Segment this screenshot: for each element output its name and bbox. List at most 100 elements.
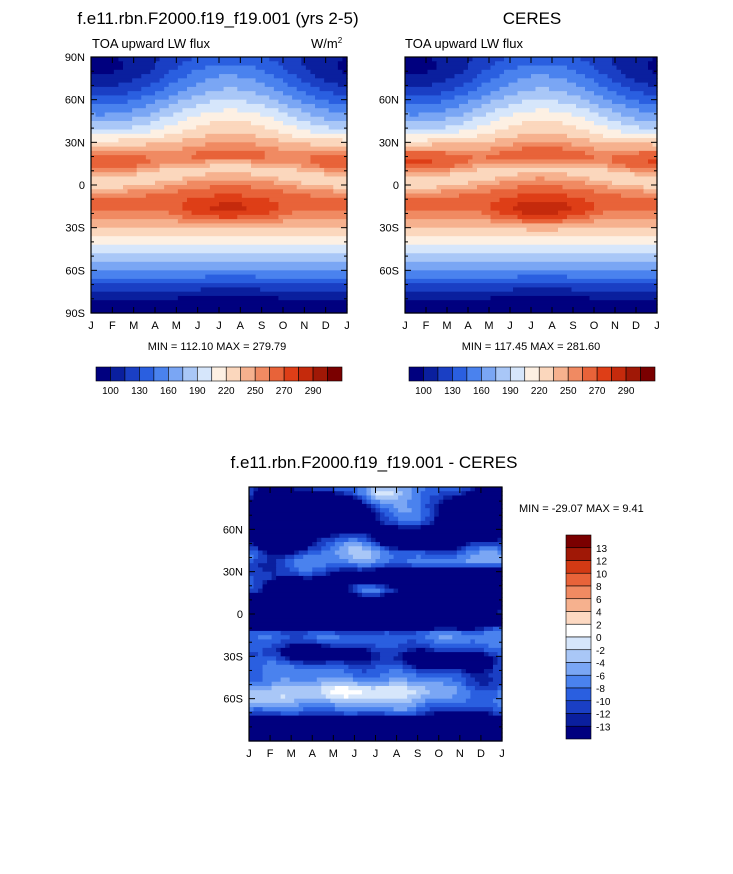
panel3-cell <box>253 580 264 585</box>
panel3-cell <box>334 487 359 492</box>
panel1-cell <box>283 78 302 84</box>
panel1-cell <box>237 214 280 220</box>
panel2-cell <box>517 214 568 220</box>
panel3-cell <box>249 715 503 721</box>
panel3-cell <box>303 575 313 581</box>
panel1-cell <box>177 295 280 301</box>
panel3-cell <box>416 702 426 708</box>
panel2-cell <box>616 91 645 96</box>
panel3-cell <box>249 719 503 725</box>
panel3-cell <box>420 499 431 505</box>
panel2-cell <box>499 74 532 79</box>
panel1-cell <box>205 133 257 139</box>
panel2-cell <box>598 103 627 109</box>
panel3-cell <box>370 542 377 547</box>
panel1-cell <box>91 86 142 92</box>
panel1-cell <box>337 61 348 67</box>
panel1-cell <box>264 155 312 160</box>
panel1-colorbar-swatch <box>110 366 126 382</box>
panel1-cell <box>191 155 266 160</box>
panel3-cell <box>420 503 426 509</box>
panel2-cell <box>517 202 568 207</box>
panel1-cell <box>118 138 184 143</box>
panel1-cell <box>91 138 120 143</box>
panel3-cell <box>249 677 264 683</box>
panel1-colorbar-swatch <box>327 366 343 382</box>
panel3-cell <box>456 685 467 691</box>
panel1-colorbar-swatch <box>225 366 242 382</box>
panel3-cell <box>393 503 408 509</box>
panel1-colorbar-swatch <box>240 366 256 382</box>
panel1-cell <box>196 82 266 88</box>
panel2-xtick-label: J <box>528 320 534 332</box>
panel1-cell <box>196 125 266 131</box>
panel1-cell <box>91 82 120 88</box>
panel2-cell <box>621 129 658 135</box>
panel3-xtick-label: M <box>287 748 296 760</box>
panel1-cell <box>223 86 238 92</box>
panel1-cell <box>91 57 120 62</box>
panel3-cell <box>483 626 494 632</box>
panel2-cell <box>432 142 514 148</box>
panel2-cell <box>405 65 438 71</box>
panel1-cell <box>301 61 339 67</box>
panel2-cell <box>405 223 658 229</box>
panel3-cell <box>470 487 476 492</box>
panel3-cell <box>402 660 408 666</box>
panel1-cell <box>91 163 138 169</box>
panel2-cell <box>567 202 595 207</box>
panel1-cell <box>287 103 316 109</box>
panel3-cell <box>456 690 471 696</box>
panel2-cell <box>405 95 456 101</box>
panel3-cell <box>366 533 372 539</box>
panel1-cell <box>333 91 348 96</box>
panel1-cell <box>223 108 238 114</box>
panel3-cell <box>249 652 259 657</box>
panel3-cell <box>380 520 386 526</box>
panel2-cell <box>405 287 514 293</box>
panel2-cell <box>405 185 438 190</box>
panel2-cell <box>625 95 658 101</box>
panel3-cell <box>492 707 503 712</box>
panel3-cell <box>276 558 286 564</box>
panel2-cell <box>612 180 658 186</box>
panel3-cell <box>497 656 503 662</box>
panel3-cell <box>361 567 377 573</box>
panel3-cell <box>497 546 503 552</box>
panel2-cell <box>652 57 658 62</box>
panel2-cell <box>418 112 465 118</box>
panel1-cell <box>164 133 206 139</box>
panel1-left-label: TOA upward LW flux <box>92 36 211 51</box>
panel3-cell <box>380 592 386 598</box>
panel2-cell <box>598 82 622 88</box>
panel1-cell <box>145 142 206 148</box>
panel2-cell <box>463 112 487 118</box>
panel1-ytick-label: 60N <box>65 95 85 107</box>
panel1-colorbar-swatch <box>196 366 213 382</box>
panel3-cell <box>375 495 399 501</box>
panel2-cell <box>585 150 640 156</box>
panel2-cell <box>607 167 631 173</box>
panel3-cell <box>425 647 435 653</box>
panel3-cell <box>303 554 340 560</box>
panel2-colorbar-label: 220 <box>531 386 548 397</box>
panel3-cell <box>488 643 503 649</box>
panel2-cell <box>544 176 591 182</box>
panel2-cell <box>441 99 469 105</box>
panel3-cell <box>312 575 503 581</box>
panel2-cell <box>463 82 483 88</box>
panel2-cell <box>405 121 465 126</box>
panel1-cell <box>91 180 156 186</box>
panel2-cell <box>522 99 559 105</box>
panel3-cell <box>249 563 259 569</box>
panel3-cell <box>370 533 503 539</box>
panel3-cell <box>321 685 336 691</box>
panel3-cell <box>334 537 349 543</box>
panel3-cell <box>398 495 413 501</box>
panel1-cell <box>177 91 206 96</box>
panel3-cell <box>380 542 467 547</box>
panel1-colorbar-label: 130 <box>131 386 148 397</box>
panel3-cell <box>416 664 494 670</box>
panel2-cell <box>558 210 586 216</box>
panel3-cell <box>375 537 499 543</box>
